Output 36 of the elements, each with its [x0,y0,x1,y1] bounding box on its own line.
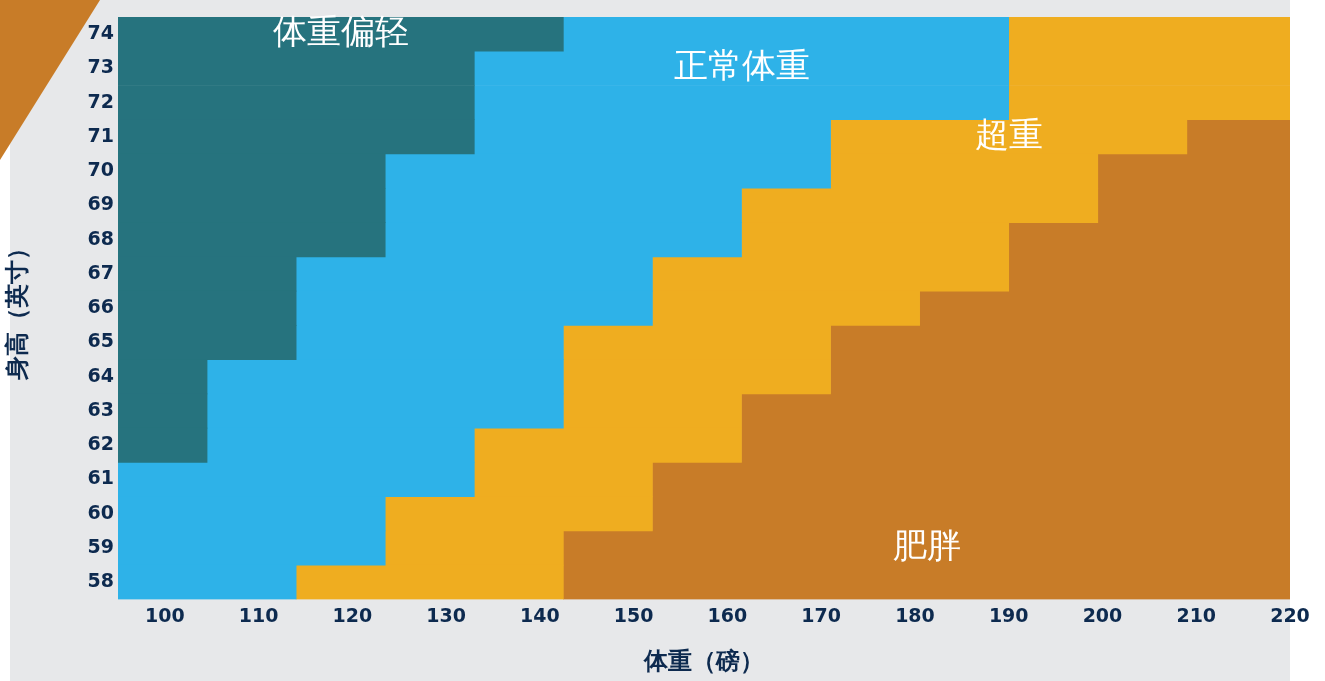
x-tick-label: 180 [895,603,935,626]
series-label: 肥胖 [892,524,961,565]
y-tick-label: 60 [87,500,114,523]
x-tick-label: 140 [520,603,560,626]
x-tick-label: 110 [238,603,279,626]
y-tick-label: 64 [87,363,114,386]
y-tick-label: 71 [87,123,114,146]
x-tick-label: 190 [988,603,1029,626]
y-tick-label: 65 [87,329,114,352]
x-tick-label: 100 [145,603,185,626]
y-tick-label: 68 [87,226,114,249]
x-tick-label: 210 [1176,603,1217,626]
y-tick-label: 73 [87,55,114,78]
x-tick-label: 170 [801,603,842,626]
y-tick-label: 70 [87,158,114,181]
series-label: 体重偏轻 [272,10,409,51]
y-tick-label: 61 [87,466,114,489]
x-tick-label: 220 [1270,603,1310,626]
y-tick-label: 66 [87,295,114,318]
y-axis-title: 身高（英寸） [2,236,31,382]
series-label: 超重 [974,113,1043,154]
x-tick-label: 130 [426,603,466,626]
y-tick-label: 74 [87,21,114,44]
series-label: 正常体重 [673,45,810,86]
y-tick-label: 58 [87,569,114,592]
x-tick-label: 120 [332,603,373,626]
y-tick-label: 72 [87,89,114,112]
y-tick-label: 67 [87,260,114,283]
x-tick-label: 200 [1082,603,1123,626]
x-tick-label: 150 [613,603,654,626]
y-tick-label: 59 [87,534,114,557]
x-tick-label: 160 [707,603,748,626]
y-tick-label: 63 [87,397,114,420]
y-tick-label: 62 [87,432,114,455]
y-tick-label: 69 [87,192,114,215]
x-axis-title: 体重（磅） [643,646,764,675]
